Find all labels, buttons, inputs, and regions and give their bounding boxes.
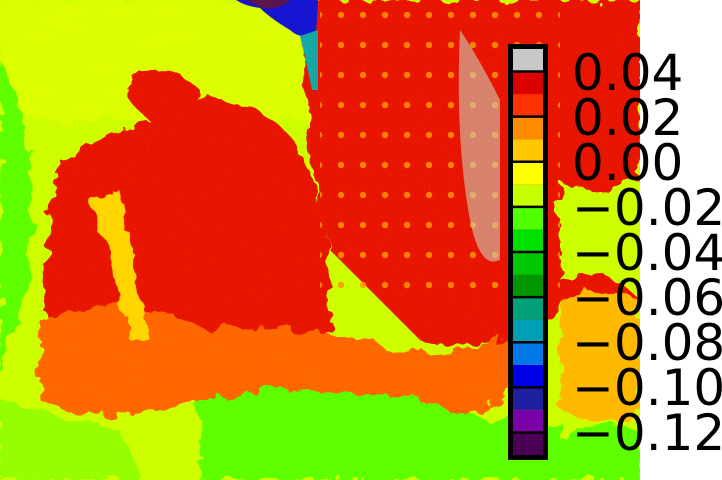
- colorbar-tick-label: −0.12: [572, 404, 722, 463]
- colorbar-band: [513, 161, 543, 185]
- colorbar-band: [513, 319, 543, 343]
- colorbar-band: [513, 229, 543, 252]
- colorbar-tick-label: 0.04: [572, 43, 684, 102]
- colorbar-band: [513, 71, 543, 95]
- colorbar-band: [513, 297, 543, 320]
- colorbar-band: [513, 274, 543, 298]
- colorbar-bands: [513, 49, 543, 455]
- colorbar-tick-label: 0.02: [572, 88, 684, 147]
- colorbar-frame: [508, 44, 548, 460]
- colorbar-band: [513, 206, 543, 230]
- colorbar-band: [513, 252, 543, 275]
- colorbar-band: [513, 342, 543, 365]
- colorbar-band: [513, 184, 543, 207]
- colorbar-tick-label: −0.06: [572, 269, 722, 328]
- colorbar-tick-label: −0.02: [572, 178, 722, 237]
- colorbar-tick-label: −0.04: [572, 224, 722, 282]
- colorbar-band: [513, 432, 543, 455]
- colorbar-band: [513, 94, 543, 117]
- colorbar-band: [513, 409, 543, 433]
- colorbar-band: [513, 364, 543, 388]
- colorbar-band: [513, 116, 543, 140]
- colorbar-ticks: [513, 70, 543, 434]
- colorbar-band: [513, 387, 543, 410]
- colorbar-band: [513, 139, 543, 162]
- colorbar-tick-label: −0.08: [572, 314, 722, 373]
- colorbar: [508, 44, 548, 460]
- colorbar-tick-label: 0.00: [572, 133, 684, 192]
- colorbar-tick-label: −0.10: [572, 359, 722, 418]
- colorbar-band: [513, 49, 543, 72]
